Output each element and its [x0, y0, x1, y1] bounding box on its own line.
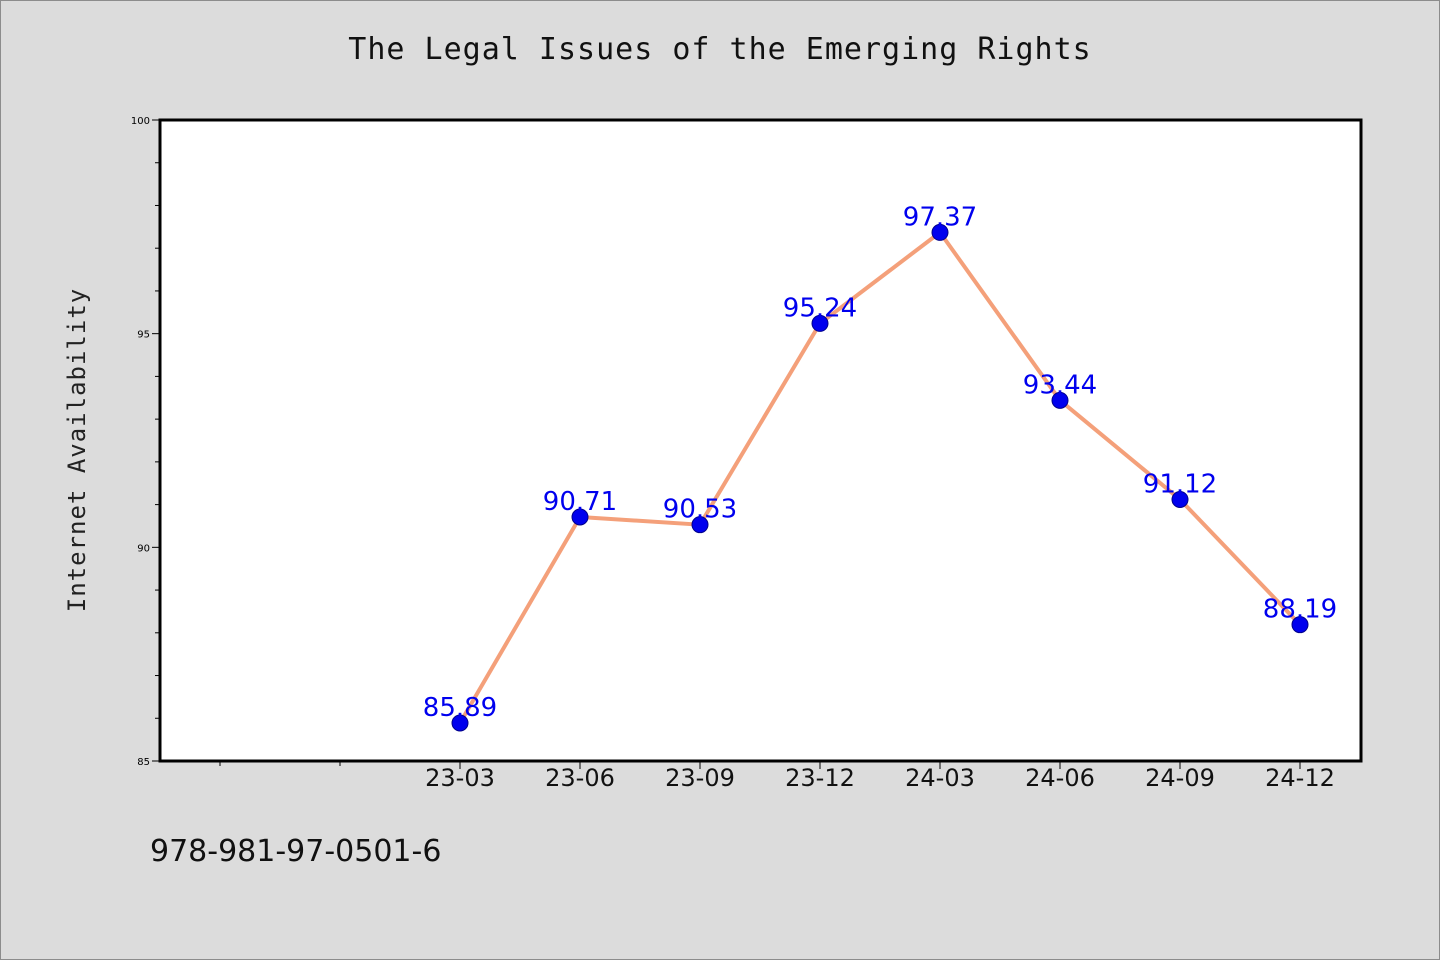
x-tick-label: 24-09	[1145, 764, 1215, 792]
data-point	[811, 314, 829, 332]
data-label: 91.12	[1143, 469, 1217, 499]
chart-title: The Legal Issues of the Emerging Rights	[348, 32, 1092, 67]
data-point	[931, 223, 949, 241]
x-tick-label: 24-06	[1025, 764, 1095, 792]
y-axis: 85 90 95 100	[131, 116, 160, 768]
data-label: 97.37	[903, 202, 977, 232]
data-label: 95.24	[783, 293, 857, 323]
data-series: 85.89 90.71 90.53 95.24 97.37 93.44 91.12 88.19	[423, 202, 1337, 732]
x-tick-label: 23-09	[665, 764, 735, 792]
data-point	[451, 714, 469, 732]
data-point	[1051, 391, 1069, 409]
x-tick-label: 23-12	[785, 764, 855, 792]
x-tick-label: 24-12	[1265, 764, 1335, 792]
data-label: 85.89	[423, 693, 497, 723]
data-label: 88.19	[1263, 595, 1337, 625]
series-line	[458, 230, 1302, 724]
y-tick-label: 85	[137, 757, 150, 768]
data-point	[691, 516, 709, 534]
data-label: 93.44	[1023, 370, 1097, 400]
isbn-footer: 978-981-97-0501-6	[150, 834, 442, 869]
plot-area	[158, 118, 1363, 763]
x-tick-label: 24-03	[905, 764, 975, 792]
x-axis: 23-03 23-06 23-09 23-12 24-03 24-06 24-09 24-12	[219, 761, 1335, 792]
data-label: 90.71	[543, 487, 617, 517]
x-tick-label: 23-03	[425, 764, 495, 792]
y-tick-label: 95	[137, 330, 150, 341]
data-point	[1171, 490, 1189, 508]
data-point	[1291, 616, 1309, 634]
y-tick-label: 90	[137, 543, 150, 554]
data-point	[571, 508, 589, 526]
data-label: 90.53	[663, 495, 737, 525]
x-tick-label: 23-06	[545, 764, 615, 792]
y-tick-label: 100	[131, 116, 150, 127]
